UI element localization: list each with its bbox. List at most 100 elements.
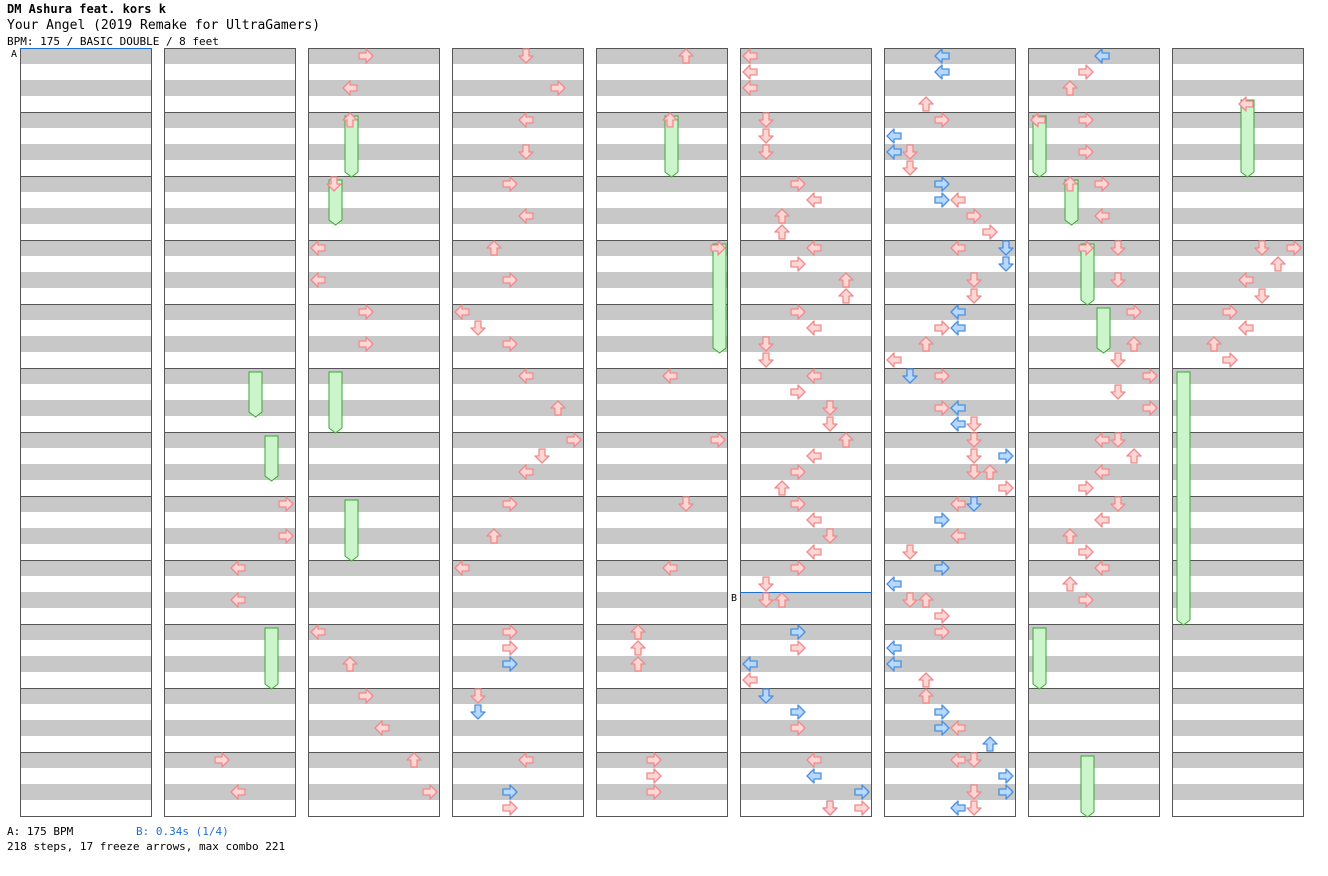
step-arrow <box>934 400 950 416</box>
chart-band <box>740 592 872 608</box>
chart-band <box>596 496 728 512</box>
chart-column-border <box>164 48 296 817</box>
chart-band <box>740 448 872 464</box>
step-arrow <box>886 352 902 368</box>
chart-band <box>884 80 1016 96</box>
chart-band <box>1172 752 1304 768</box>
chart-band <box>1172 128 1304 144</box>
step-arrow <box>838 432 854 448</box>
chart-band <box>884 736 1016 752</box>
chart-band <box>452 272 584 288</box>
chart-band <box>740 368 872 384</box>
chart-band <box>1028 192 1160 208</box>
chart-band <box>1172 448 1304 464</box>
step-arrow <box>550 400 566 416</box>
chart-band <box>740 176 872 192</box>
chart-band <box>740 112 872 128</box>
chart-band <box>308 704 440 720</box>
chart-band <box>1028 720 1160 736</box>
chart-band <box>20 448 152 464</box>
step-arrow <box>790 304 806 320</box>
chart-band <box>20 624 152 640</box>
chart-band <box>596 64 728 80</box>
chart-band <box>20 112 152 128</box>
step-arrow <box>534 448 550 464</box>
chart-band <box>1028 544 1160 560</box>
chart-band <box>884 512 1016 528</box>
chart-band <box>1028 352 1160 368</box>
chart-band <box>164 432 296 448</box>
chart-column-border <box>308 48 440 817</box>
chart-band <box>884 176 1016 192</box>
freeze-arrow <box>328 179 343 226</box>
chart-band <box>884 240 1016 256</box>
step-arrow <box>1238 272 1254 288</box>
freeze-arrow <box>264 435 279 482</box>
freeze-arrow <box>1032 627 1047 690</box>
chart-band <box>884 272 1016 288</box>
chart-band <box>308 464 440 480</box>
chart-band <box>596 752 728 768</box>
freeze-arrow <box>712 243 727 354</box>
chart-band <box>20 656 152 672</box>
step-arrow <box>806 192 822 208</box>
chart-band <box>452 80 584 96</box>
chart-band <box>20 368 152 384</box>
chart-band <box>164 112 296 128</box>
step-arrow <box>1094 432 1110 448</box>
chart-band <box>596 576 728 592</box>
step-arrow <box>934 704 950 720</box>
chart-band <box>1028 96 1160 112</box>
chart-band <box>596 224 728 240</box>
chart-band <box>308 336 440 352</box>
chart-band <box>308 272 440 288</box>
step-arrow <box>806 768 822 784</box>
step-arrow <box>806 368 822 384</box>
chart-band <box>308 288 440 304</box>
chart-band <box>308 64 440 80</box>
chart-column-border <box>596 48 728 817</box>
chart-band <box>596 112 728 128</box>
chart-band <box>20 592 152 608</box>
chart-band <box>308 608 440 624</box>
chart-band <box>20 352 152 368</box>
chart-band <box>20 608 152 624</box>
chart-band <box>740 240 872 256</box>
chart-band <box>884 64 1016 80</box>
step-arrow <box>774 208 790 224</box>
step-arrow <box>662 560 678 576</box>
chart-band <box>452 672 584 688</box>
step-arrow <box>758 352 774 368</box>
chart-band <box>740 208 872 224</box>
chart-band <box>884 96 1016 112</box>
chart-band <box>452 736 584 752</box>
chart-band <box>20 752 152 768</box>
chart-band <box>164 608 296 624</box>
chart-band <box>740 560 872 576</box>
step-arrow <box>790 640 806 656</box>
step-arrow <box>518 144 534 160</box>
chart-band <box>308 208 440 224</box>
step-arrow <box>934 368 950 384</box>
chart-band <box>308 576 440 592</box>
chart-band <box>1028 496 1160 512</box>
chart-band <box>596 560 728 576</box>
step-arrow <box>790 624 806 640</box>
chart-band <box>308 128 440 144</box>
chart-band <box>1172 368 1304 384</box>
chart-band <box>164 592 296 608</box>
freeze-arrow <box>1032 115 1047 178</box>
chart-band <box>1172 512 1304 528</box>
step-arrow <box>502 656 518 672</box>
chart-band <box>164 224 296 240</box>
chart-band <box>884 784 1016 800</box>
chart-band <box>1172 624 1304 640</box>
step-arrow <box>1078 240 1094 256</box>
step-arrow <box>950 192 966 208</box>
chart-band <box>1172 544 1304 560</box>
chart-band <box>452 800 584 816</box>
step-arrow <box>966 432 982 448</box>
chart-band <box>884 624 1016 640</box>
chart-column-border <box>1172 48 1304 817</box>
chart-band <box>596 800 728 816</box>
